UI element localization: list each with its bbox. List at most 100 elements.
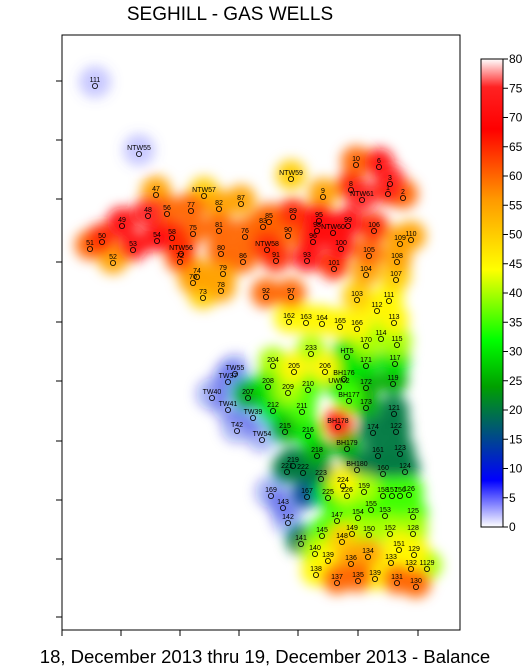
- well-label: 103: [351, 291, 363, 298]
- well-marker: [371, 576, 378, 583]
- well-label: TW55: [226, 365, 245, 372]
- well-marker: [347, 561, 354, 568]
- well-label: 139: [322, 552, 334, 559]
- well-marker: [337, 245, 344, 252]
- colorbar-tick-label: 75: [509, 81, 523, 95]
- well-marker: [360, 488, 367, 495]
- well-marker: [333, 580, 340, 587]
- well-label: 161: [372, 447, 384, 454]
- well-marker: [396, 450, 403, 457]
- well-marker: [362, 271, 369, 278]
- well-marker: [302, 319, 309, 326]
- heat-cell: [342, 310, 372, 340]
- well-marker: [297, 541, 304, 548]
- well-label: 91: [272, 252, 280, 259]
- well-marker: [386, 531, 393, 538]
- colorbar-tick-label: 5: [509, 491, 516, 505]
- well-label: 99: [344, 217, 352, 224]
- well-label: 3: [388, 175, 392, 182]
- well-marker: [239, 258, 246, 265]
- well-marker: [390, 319, 397, 326]
- well-label: 83: [259, 218, 267, 225]
- well-label: 151: [393, 541, 405, 548]
- heat-cell: [133, 197, 163, 227]
- well-marker: [334, 423, 341, 430]
- well-marker: [329, 229, 336, 236]
- well-marker: [393, 341, 400, 348]
- heat-cell: [166, 235, 196, 265]
- well-label: NTW60: [321, 224, 345, 231]
- well-marker: [285, 318, 292, 325]
- well-label: 128: [407, 525, 419, 532]
- well-label: 221: [281, 463, 293, 470]
- well-label: 173: [360, 399, 372, 406]
- well-marker: [353, 466, 360, 473]
- well-label: 119: [387, 375, 398, 382]
- well-marker: [217, 250, 224, 257]
- colorbar-tick-label: 45: [509, 257, 523, 271]
- well-marker: [284, 232, 291, 239]
- well-marker: [290, 368, 297, 375]
- colorbar-tick-label: 0: [509, 520, 516, 534]
- well-marker: [412, 584, 419, 591]
- well-marker: [208, 394, 215, 401]
- well-marker: [269, 407, 276, 414]
- well-label: 156: [394, 487, 406, 494]
- well-marker: [287, 175, 294, 182]
- well-label: 209: [282, 384, 294, 391]
- heat-cell: [401, 568, 431, 598]
- well-label: 49: [118, 217, 126, 224]
- well-marker: [267, 492, 274, 499]
- well-label: 125: [407, 508, 419, 515]
- colorbar-tick-label: 40: [509, 286, 523, 300]
- well-label: 210: [302, 381, 314, 388]
- well-marker: [340, 375, 347, 382]
- heat-cell: [230, 218, 260, 248]
- well-label: 95: [315, 212, 323, 219]
- well-label: 100: [335, 240, 347, 247]
- well-marker: [315, 217, 322, 224]
- well-label: 138: [310, 566, 322, 573]
- well-label: 92: [262, 288, 270, 295]
- heat-cell: [276, 278, 306, 308]
- well-marker: [189, 279, 196, 286]
- well-label: 107: [390, 271, 402, 278]
- well-label: 122: [390, 423, 402, 430]
- well-marker: [348, 531, 355, 538]
- well-label: NTW61: [350, 191, 374, 198]
- well-label: 79: [219, 265, 227, 272]
- well-label: 110: [405, 231, 416, 238]
- well-marker: [193, 273, 200, 280]
- well-label: 147: [331, 512, 343, 519]
- well-label: 104: [360, 266, 372, 273]
- well-marker: [258, 436, 265, 443]
- colorbar-tick-label: 55: [509, 198, 523, 212]
- well-label: 81: [215, 222, 223, 229]
- well-label: TW41: [219, 401, 238, 408]
- well-marker: [353, 296, 360, 303]
- well-label: 9: [321, 188, 325, 195]
- well-label: 170: [360, 337, 372, 344]
- well-label: 106: [368, 222, 380, 229]
- well-label: 174: [367, 424, 379, 431]
- well-marker: [249, 414, 256, 421]
- well-label: 207: [242, 389, 254, 396]
- well-marker: [304, 432, 311, 439]
- well-label: NTW56: [169, 245, 193, 252]
- well-label: 97: [287, 288, 295, 295]
- well-label: 47: [152, 186, 160, 193]
- well-label: TW54: [253, 431, 272, 438]
- well-label: 105: [363, 247, 375, 254]
- well-marker: [381, 513, 388, 520]
- well-marker: [401, 468, 408, 475]
- well-marker: [339, 482, 346, 489]
- well-label: NTW55: [127, 145, 151, 152]
- well-label: 169: [265, 487, 277, 494]
- well-marker: [393, 580, 400, 587]
- heat-cell: [118, 231, 148, 261]
- well-label: 224: [337, 477, 349, 484]
- well-marker: [409, 531, 416, 538]
- well-marker: [338, 539, 345, 546]
- well-marker: [200, 192, 207, 199]
- well-marker: [392, 276, 399, 283]
